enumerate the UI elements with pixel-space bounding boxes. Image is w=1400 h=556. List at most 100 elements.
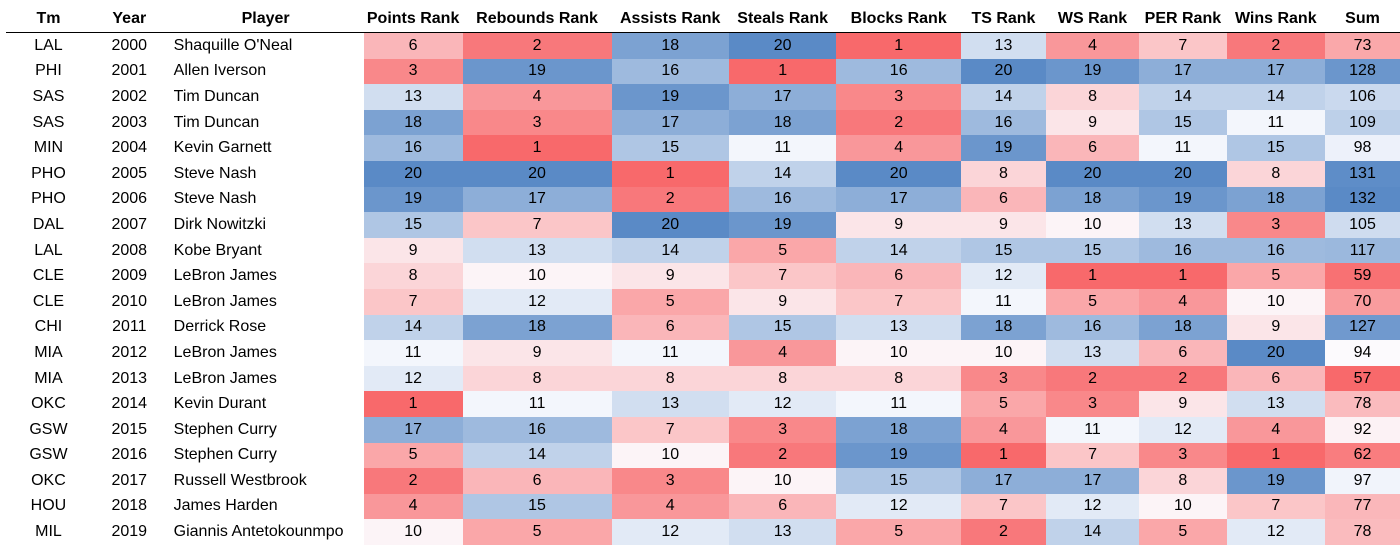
table-body: LAL 2000 Shaquille O'Neal 6 2 18 20 1 13 4 7 2 73 PHI… <box>6 32 1400 545</box>
sum-cell: 78 <box>1325 391 1400 417</box>
sum-cell: 128 <box>1325 58 1400 85</box>
team-cell: OKC <box>31 395 66 413</box>
blocks-rank-cell: 14 <box>836 237 962 264</box>
header-rebounds-rank: Rebounds Rank <box>476 10 598 27</box>
rebounds-rank-cell: 8 <box>462 365 612 392</box>
ws-rank-cell: 10 <box>1045 212 1140 238</box>
steals-rank-cell: 19 <box>728 212 837 238</box>
steals-rank-cell: 7 <box>728 263 837 289</box>
header-steals-rank: Steals Rank <box>737 10 828 27</box>
team-cell: CLE <box>32 267 65 285</box>
wins-rank-cell: 7 <box>1226 493 1325 520</box>
rebounds-rank-cell: 6 <box>462 468 612 494</box>
steals-rank-cell: 13 <box>728 519 837 545</box>
wins-rank-cell: 6 <box>1226 365 1325 392</box>
header-year: Year <box>112 10 147 27</box>
ws-rank-cell: 3 <box>1045 391 1140 417</box>
steals-rank-cell: 4 <box>728 340 837 366</box>
points-rank-cell: 17 <box>363 416 463 443</box>
blocks-rank-cell: 8 <box>836 365 962 392</box>
assists-rank-cell: 2 <box>611 186 729 213</box>
sum-cell: 77 <box>1325 493 1400 520</box>
per-rank-cell: 16 <box>1139 237 1227 264</box>
ws-rank-cell: 14 <box>1045 519 1140 545</box>
ts-rank-cell: 11 <box>961 288 1046 315</box>
rebounds-rank-cell: 4 <box>462 84 612 110</box>
points-rank-cell: 18 <box>363 109 463 136</box>
wins-rank-cell: 9 <box>1226 314 1325 341</box>
blocks-rank-cell: 18 <box>836 416 962 443</box>
table-row: MIL 2019 Giannis Antetokounmpo 10 5 12 13 5 2 14 5… <box>6 519 1400 545</box>
steals-rank-cell: 6 <box>728 493 837 520</box>
blocks-rank-cell: 20 <box>836 160 962 187</box>
rankings-heatmap-table: Tm Year Player Points Rank Rebounds Rank… <box>6 6 1400 545</box>
team-cell: MIA <box>34 343 63 361</box>
points-rank-cell: 10 <box>363 519 463 545</box>
steals-rank-cell: 20 <box>728 32 837 59</box>
team-cell: MIA <box>34 369 63 387</box>
sum-cell: 127 <box>1325 314 1400 341</box>
points-rank-cell: 15 <box>363 212 463 238</box>
ts-rank-cell: 14 <box>961 84 1046 110</box>
per-rank-cell: 17 <box>1139 58 1227 85</box>
blocks-rank-cell: 9 <box>836 212 962 238</box>
wins-rank-cell: 13 <box>1226 391 1325 417</box>
player-cell: James Harden <box>173 497 278 515</box>
per-rank-cell: 15 <box>1139 109 1227 136</box>
table-row: OKC 2017 Russell Westbrook 2 6 3 10 15 17 17 8 19 97 <box>6 468 1400 494</box>
ts-rank-cell: 1 <box>961 442 1046 469</box>
year-cell: 2018 <box>111 497 148 515</box>
rebounds-rank-cell: 11 <box>462 391 612 417</box>
table-row: SAS 2002 Tim Duncan 13 4 19 17 3 14 8 14 14 106 <box>6 84 1400 110</box>
rebounds-rank-cell: 3 <box>462 109 612 136</box>
steals-rank-cell: 9 <box>728 288 837 315</box>
year-cell: 2011 <box>112 318 147 336</box>
per-rank-cell: 7 <box>1139 32 1227 59</box>
sum-cell: 98 <box>1325 135 1400 161</box>
ts-rank-cell: 5 <box>961 391 1046 417</box>
wins-rank-cell: 8 <box>1226 160 1325 187</box>
ts-rank-cell: 15 <box>961 237 1046 264</box>
rebounds-rank-cell: 12 <box>462 288 612 315</box>
assists-rank-cell: 17 <box>611 109 729 136</box>
steals-rank-cell: 1 <box>728 58 837 85</box>
player-cell: Steve Nash <box>173 190 257 208</box>
blocks-rank-cell: 13 <box>836 314 962 341</box>
points-rank-cell: 4 <box>363 493 463 520</box>
per-rank-cell: 5 <box>1139 519 1227 545</box>
wins-rank-cell: 5 <box>1226 263 1325 289</box>
rebounds-rank-cell: 16 <box>462 416 612 443</box>
points-rank-cell: 7 <box>363 288 463 315</box>
player-cell: Steve Nash <box>173 164 257 182</box>
blocks-rank-cell: 4 <box>836 135 962 161</box>
header-points-rank: Points Rank <box>366 10 460 27</box>
wins-rank-cell: 10 <box>1226 288 1325 315</box>
wins-rank-cell: 2 <box>1226 32 1325 59</box>
assists-rank-cell: 4 <box>611 493 729 520</box>
table-row: PHO 2006 Steve Nash 19 17 2 16 17 6 18 19 18 132 <box>6 186 1400 213</box>
steals-rank-cell: 14 <box>728 160 837 187</box>
sum-cell: 132 <box>1325 186 1400 213</box>
player-cell: LeBron James <box>173 267 277 285</box>
assists-rank-cell: 19 <box>611 84 729 110</box>
sum-cell: 97 <box>1325 468 1400 494</box>
rebounds-rank-cell: 13 <box>462 237 612 264</box>
ts-rank-cell: 10 <box>961 340 1046 366</box>
year-cell: 2004 <box>111 139 148 157</box>
sum-cell: 73 <box>1325 32 1400 59</box>
blocks-rank-cell: 17 <box>836 186 962 213</box>
per-rank-cell: 8 <box>1139 468 1227 494</box>
ws-rank-cell: 2 <box>1045 365 1140 392</box>
ts-rank-cell: 9 <box>961 212 1046 238</box>
per-rank-cell: 20 <box>1139 160 1227 187</box>
blocks-rank-cell: 1 <box>836 32 962 59</box>
table-row: LAL 2008 Kobe Bryant 9 13 14 5 14 15 15 16 16 117 <box>6 237 1400 264</box>
ws-rank-cell: 7 <box>1045 442 1140 469</box>
per-rank-cell: 2 <box>1139 365 1227 392</box>
year-cell: 2001 <box>111 62 148 80</box>
assists-rank-cell: 20 <box>611 212 729 238</box>
wins-rank-cell: 4 <box>1226 416 1325 443</box>
assists-rank-cell: 10 <box>611 442 729 469</box>
table-row: CHI 2011 Derrick Rose 14 18 6 15 13 18 16 18 9 127 <box>6 314 1400 341</box>
